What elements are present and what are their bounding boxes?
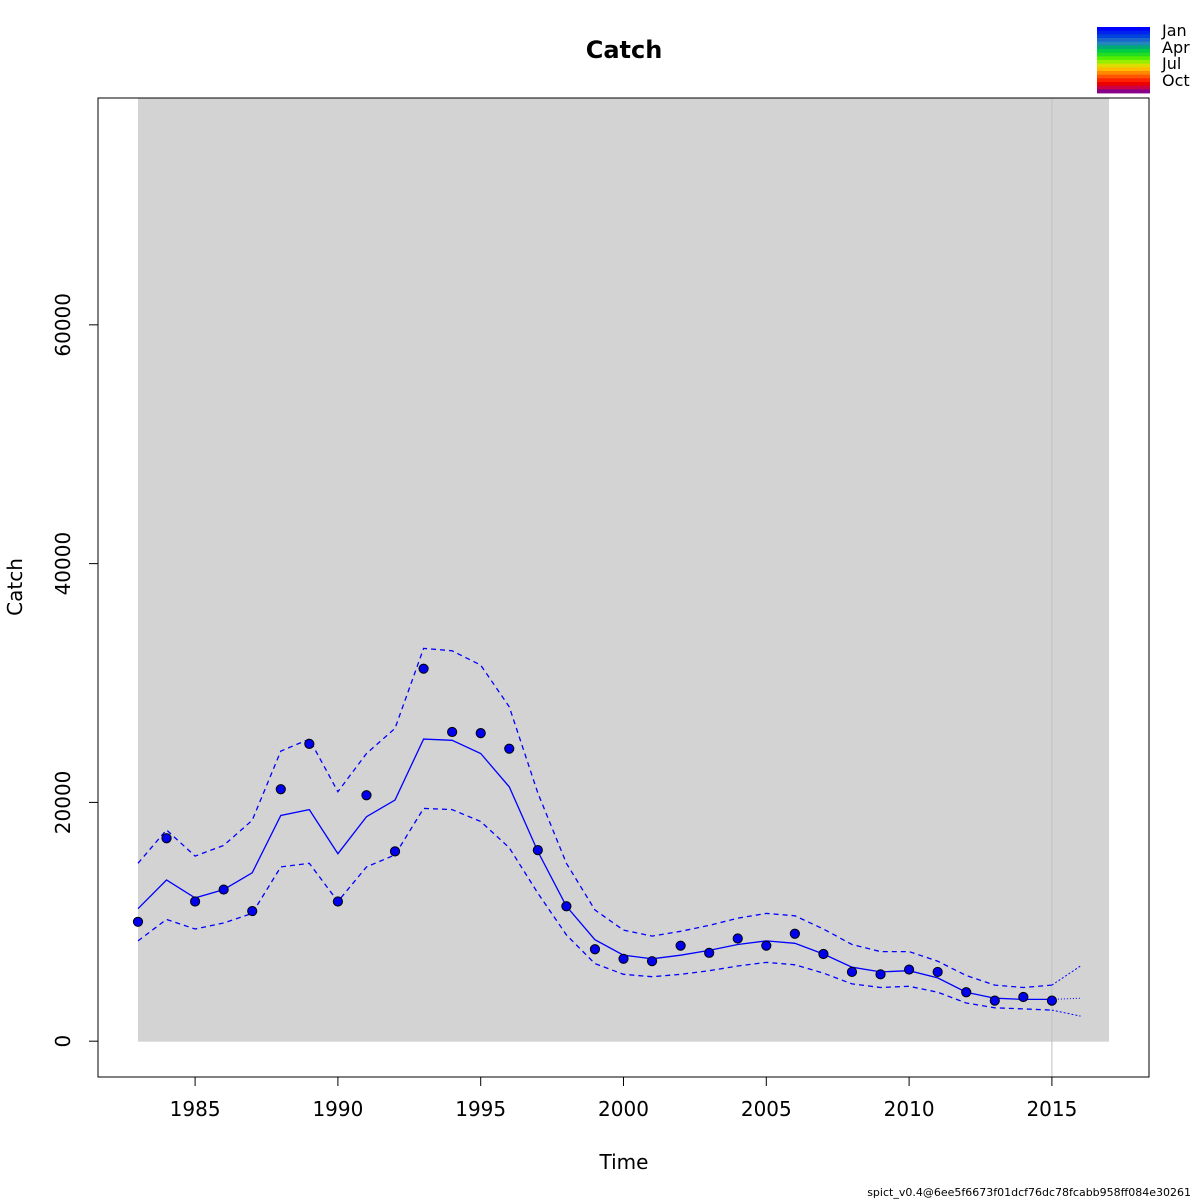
y-tick-label: 60000 [51,293,75,357]
y-tick-label: 40000 [51,532,75,596]
observed-point [789,928,800,939]
version-footer: spict_v0.4@6ee5f6673f01dcf76dc78fcabb958… [867,1186,1191,1199]
observed-point [332,896,344,907]
x-tick-label: 2000 [598,1097,649,1121]
y-axis: 0 20000 40000 60000 [51,293,99,1048]
chart-title: Catch [586,36,663,64]
legend-label: Apr [1162,38,1190,57]
observed-point [475,728,486,739]
x-tick-label: 2010 [884,1097,935,1121]
forecast-lower-ci-line [1051,1009,1081,1017]
legend-label: Oct [1162,71,1190,90]
legend-color-band [1097,67,1150,72]
x-axis-label: Time [599,1150,649,1174]
observed-point [704,947,715,958]
observed-point [304,738,315,750]
legend-color-band [1097,78,1150,83]
legend-color-band [1097,63,1150,68]
legend-color-band [1097,85,1150,90]
legend-color-band [1097,49,1150,54]
observed-point [1046,995,1057,1006]
observed-point [190,896,201,907]
legend-color-band [1097,60,1150,65]
observed-point [389,846,401,857]
observed-point [903,964,915,975]
observed-point [675,940,686,951]
x-tick-label: 1995 [455,1097,506,1121]
legend-color-band [1097,71,1150,76]
observed-point [846,966,858,978]
observed-point [275,784,286,795]
legend-color-band [1097,52,1150,57]
legend-color-band [1097,41,1150,46]
legend-color-band [1097,34,1150,39]
observed-point [447,726,458,738]
observed-point [561,901,572,912]
legend-color-band [1097,45,1150,50]
legend-color-band [1097,27,1150,32]
observed-point [989,995,1000,1006]
legend-color-band [1097,82,1150,87]
observed-point [932,966,943,978]
observed-point [247,905,258,917]
observed-point [1018,991,1029,1003]
observed-point [875,969,886,980]
series-layer [137,647,1081,1017]
observed-point [961,987,972,998]
legend-label: Jul [1161,54,1181,73]
observed-point [532,845,543,856]
y-axis-label: Catch [3,558,27,616]
x-tick-label: 2005 [741,1097,792,1121]
observed-point [218,884,229,895]
observed-point [504,743,515,754]
x-tick-label: 2015 [1026,1097,1077,1121]
observed-point [132,916,144,927]
legend-color-band [1097,30,1150,35]
legend-color-band [1097,74,1150,79]
observed-point [161,833,172,844]
lower-ci-line [137,807,1052,1011]
legend-color-band [1097,89,1150,94]
observed-point [761,940,772,951]
y-tick-label: 0 [51,1035,75,1048]
legend-color-band [1097,38,1150,43]
observed-point [818,948,829,960]
observed-point [732,933,743,944]
observed-point [646,956,658,967]
observed-points [132,663,1057,1006]
x-tick-label: 1985 [170,1097,221,1121]
estimate-line [137,738,1052,1001]
x-axis: 1985 1990 1995 2000 2005 2010 2015 [170,1076,1077,1121]
legend-color-band [1097,56,1150,61]
observed-point [361,790,372,801]
observed-point [589,944,601,955]
upper-ci-line [137,647,1052,989]
legend-label: Jan [1161,21,1187,40]
shaded-region [137,98,1110,1042]
x-tick-label: 1990 [312,1097,363,1121]
y-tick-label: 20000 [51,771,75,835]
observed-point [618,953,629,964]
observed-point [418,663,429,674]
forecast-upper-ci-line [1051,965,1081,986]
